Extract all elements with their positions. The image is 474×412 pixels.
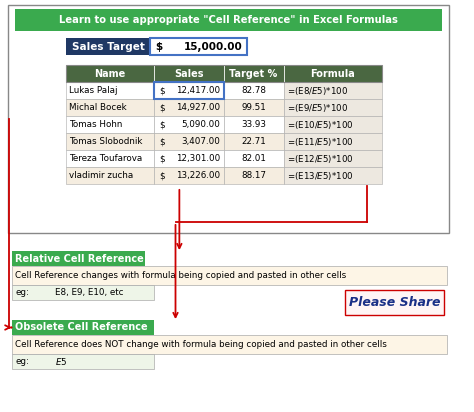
FancyBboxPatch shape (283, 133, 382, 150)
FancyBboxPatch shape (283, 99, 382, 116)
FancyBboxPatch shape (11, 354, 154, 369)
Text: $: $ (155, 42, 163, 52)
Text: Lukas Palaj: Lukas Palaj (69, 86, 118, 95)
Text: Michal Bocek: Michal Bocek (69, 103, 127, 112)
FancyBboxPatch shape (154, 99, 224, 116)
Text: $: $ (159, 171, 165, 180)
Text: =(E11/$E$5)*100: =(E11/$E$5)*100 (287, 136, 354, 147)
Text: Learn to use appropriate "Cell Reference" in Excel Formulas: Learn to use appropriate "Cell Reference… (59, 15, 398, 25)
FancyBboxPatch shape (224, 82, 283, 99)
Text: 12,417.00: 12,417.00 (176, 86, 220, 95)
Text: 33.93: 33.93 (241, 120, 266, 129)
Text: =(E13/$E$5)*100: =(E13/$E$5)*100 (287, 169, 354, 182)
Text: =(E10/$E$5)*100: =(E10/$E$5)*100 (287, 119, 354, 131)
Text: $: $ (159, 154, 165, 163)
Text: E8, E9, E10, etc: E8, E9, E10, etc (55, 288, 123, 297)
FancyBboxPatch shape (65, 99, 154, 116)
FancyBboxPatch shape (11, 266, 447, 285)
FancyBboxPatch shape (283, 82, 382, 99)
Text: $E$5: $E$5 (55, 356, 67, 367)
FancyBboxPatch shape (154, 150, 224, 167)
FancyBboxPatch shape (8, 5, 449, 233)
Text: Cell Reference changes with formula being copied and pasted in other cells: Cell Reference changes with formula bein… (16, 271, 346, 280)
FancyBboxPatch shape (150, 38, 247, 55)
Text: $: $ (159, 103, 165, 112)
Text: $: $ (159, 137, 165, 146)
FancyBboxPatch shape (345, 290, 444, 315)
Text: 22.71: 22.71 (241, 137, 266, 146)
Text: Formula: Formula (310, 68, 355, 79)
Text: =(E12/$E$5)*100: =(E12/$E$5)*100 (287, 152, 354, 164)
Text: 12,301.00: 12,301.00 (175, 154, 220, 163)
FancyBboxPatch shape (11, 335, 447, 354)
FancyBboxPatch shape (65, 167, 154, 184)
Text: 14,927.00: 14,927.00 (176, 103, 220, 112)
FancyBboxPatch shape (11, 251, 145, 266)
Text: 5,090.00: 5,090.00 (181, 120, 220, 129)
FancyBboxPatch shape (283, 65, 382, 82)
Text: eg:: eg: (16, 288, 29, 297)
Text: 15,000.00: 15,000.00 (184, 42, 243, 52)
Text: 13,226.00: 13,226.00 (176, 171, 220, 180)
Text: Target %: Target % (229, 68, 278, 79)
FancyBboxPatch shape (283, 167, 382, 184)
FancyBboxPatch shape (154, 82, 224, 99)
FancyBboxPatch shape (283, 116, 382, 133)
Text: Tomas Slobodnik: Tomas Slobodnik (69, 137, 143, 146)
Text: $: $ (159, 86, 165, 95)
Text: Please Share: Please Share (349, 296, 440, 309)
Text: 88.17: 88.17 (241, 171, 266, 180)
Text: Name: Name (94, 68, 126, 79)
Text: Tomas Hohn: Tomas Hohn (69, 120, 123, 129)
Text: vladimir zucha: vladimir zucha (69, 171, 134, 180)
FancyBboxPatch shape (154, 133, 224, 150)
Text: 82.78: 82.78 (241, 86, 266, 95)
FancyBboxPatch shape (11, 285, 154, 300)
FancyBboxPatch shape (154, 116, 224, 133)
Text: Sales Target: Sales Target (72, 42, 145, 52)
FancyBboxPatch shape (154, 167, 224, 184)
FancyBboxPatch shape (224, 167, 283, 184)
Text: 3,407.00: 3,407.00 (181, 137, 220, 146)
Text: =(E8/$E$5)*100: =(E8/$E$5)*100 (287, 84, 348, 96)
Text: Obsolete Cell Reference: Obsolete Cell Reference (16, 323, 148, 332)
Text: =(E9/$E$5)*100: =(E9/$E$5)*100 (287, 101, 348, 113)
Text: $: $ (159, 120, 165, 129)
FancyBboxPatch shape (65, 116, 154, 133)
FancyBboxPatch shape (224, 65, 283, 82)
FancyBboxPatch shape (16, 9, 442, 31)
FancyBboxPatch shape (65, 133, 154, 150)
FancyBboxPatch shape (224, 150, 283, 167)
Text: 99.51: 99.51 (241, 103, 266, 112)
Text: eg:: eg: (16, 357, 29, 366)
FancyBboxPatch shape (283, 150, 382, 167)
FancyBboxPatch shape (224, 99, 283, 116)
FancyBboxPatch shape (65, 82, 154, 99)
FancyBboxPatch shape (154, 65, 224, 82)
Text: Tereza Toufarova: Tereza Toufarova (69, 154, 143, 163)
Text: Relative Cell Reference: Relative Cell Reference (16, 253, 144, 264)
Text: Cell Reference does NOT change with formula being copied and pasted in other cel: Cell Reference does NOT change with form… (16, 340, 387, 349)
FancyBboxPatch shape (65, 150, 154, 167)
Text: Sales: Sales (174, 68, 204, 79)
FancyBboxPatch shape (224, 116, 283, 133)
Text: 82.01: 82.01 (241, 154, 266, 163)
FancyBboxPatch shape (224, 133, 283, 150)
FancyBboxPatch shape (65, 65, 154, 82)
FancyBboxPatch shape (11, 320, 154, 335)
FancyBboxPatch shape (65, 38, 150, 55)
